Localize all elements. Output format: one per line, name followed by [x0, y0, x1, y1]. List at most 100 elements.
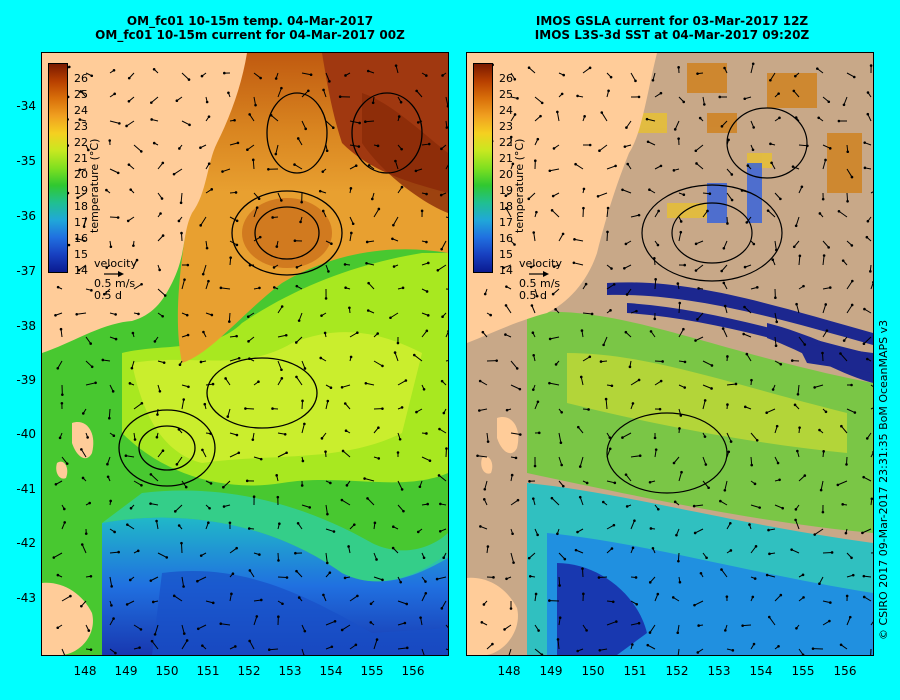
current-vector [479, 380, 488, 386]
current-vector [421, 593, 427, 602]
current-vector [301, 120, 307, 130]
current-vector-head [426, 314, 430, 317]
current-vector-head [563, 557, 567, 561]
current-vector-head [175, 99, 179, 103]
current-vector-head [440, 607, 444, 610]
satellite-sst-map[interactable]: 26 25 24 23 22 21 20 19 18 17 16 15 14 t… [466, 52, 874, 656]
gsla-streamlines [606, 107, 808, 494]
current-vector-head [621, 436, 624, 439]
current-vector [325, 120, 334, 129]
current-vector-head [201, 448, 204, 452]
current-vector-head [56, 626, 60, 630]
current-vector-head [424, 591, 428, 595]
current-vector [702, 400, 706, 410]
current-vector [150, 576, 159, 582]
current-vector [227, 408, 231, 417]
current-vector-head [852, 75, 856, 79]
current-vector-head [69, 594, 72, 598]
current-vector-head [177, 219, 181, 223]
current-vector [528, 192, 536, 200]
current-vector-head [653, 317, 657, 321]
current-vector [301, 423, 305, 434]
current-vector-head [333, 619, 337, 623]
current-vector-head [610, 384, 614, 388]
current-vector-head [347, 545, 350, 548]
current-vector-head [209, 432, 212, 435]
current-vector-head [613, 481, 617, 485]
current-vector-head [722, 281, 726, 285]
current-vector-head [231, 572, 235, 576]
current-vector-head [442, 411, 446, 415]
current-vector-head [518, 387, 522, 391]
current-vector-head [601, 500, 605, 504]
current-vector-head [325, 149, 329, 153]
current-vector-head [573, 238, 576, 241]
current-vector-head [824, 410, 828, 414]
lon-label: 152 [665, 664, 689, 678]
current-vector-head [676, 631, 680, 635]
current-vector-head [574, 548, 578, 552]
current-vector [222, 168, 231, 173]
current-vector-head [275, 474, 278, 477]
current-vector-head [351, 222, 355, 226]
current-vector-head [778, 116, 781, 120]
current-vector-head [177, 428, 181, 431]
current-vector-head [821, 197, 825, 201]
current-vector [176, 456, 183, 465]
current-vector-head [682, 100, 686, 104]
current-vector-head [295, 375, 298, 379]
current-vector-head [127, 100, 131, 103]
current-vector [582, 312, 593, 315]
current-vector-head [846, 150, 850, 154]
current-vector-head [295, 569, 298, 573]
lat-label: -43 [16, 591, 36, 605]
current-vector [85, 336, 92, 344]
current-vector-head [106, 462, 109, 466]
current-vector-head [127, 76, 131, 80]
current-vector-head [648, 480, 652, 484]
current-vector-head [247, 527, 251, 530]
current-vector-head [137, 312, 140, 316]
current-vector [654, 279, 657, 290]
current-vector-head [839, 352, 842, 355]
current-vector-head [866, 357, 869, 361]
current-vector-head [400, 185, 404, 189]
current-vector-head [751, 595, 755, 599]
current-vector-head [729, 521, 732, 525]
current-vector-head [671, 596, 675, 599]
current-vector [108, 408, 111, 419]
current-vector-head [280, 86, 283, 90]
current-vector [606, 480, 615, 484]
current-vector-head [89, 648, 93, 651]
model-temperature-map[interactable]: 26 25 24 23 22 21 20 19 18 17 16 15 14 t… [41, 52, 449, 656]
current-vector [534, 401, 539, 410]
cloud-streaks [607, 282, 873, 383]
current-vector-head [840, 424, 843, 428]
current-vector-head [87, 148, 90, 152]
current-vector-head [126, 219, 130, 223]
current-vector-head [850, 556, 853, 560]
current-vector [606, 524, 615, 530]
current-vector-head [599, 360, 603, 363]
current-vector-head [425, 240, 428, 244]
current-vector-head [828, 147, 832, 150]
current-vector [180, 543, 183, 554]
current-vector-head [272, 286, 276, 289]
current-vector-head [419, 616, 422, 619]
current-vector [275, 144, 279, 155]
current-vector-head [803, 474, 807, 477]
colorbar-tick: 17 [74, 216, 88, 229]
current-vector-head [376, 332, 380, 335]
current-vector [252, 159, 255, 170]
current-vector [551, 209, 560, 218]
current-vector-head [349, 187, 353, 190]
current-vector [741, 190, 752, 194]
current-vector-head [672, 169, 676, 172]
current-vector [301, 504, 310, 508]
current-vector-head [514, 456, 518, 460]
current-vector [574, 238, 584, 242]
current-vector-head [776, 461, 780, 465]
credit-text: © CSIRO 2017 09-Mar-2017 23:31:35 BoM Oc… [877, 319, 890, 640]
current-vector [721, 569, 728, 578]
velocity-key-duration: 0.5 d [94, 289, 122, 302]
